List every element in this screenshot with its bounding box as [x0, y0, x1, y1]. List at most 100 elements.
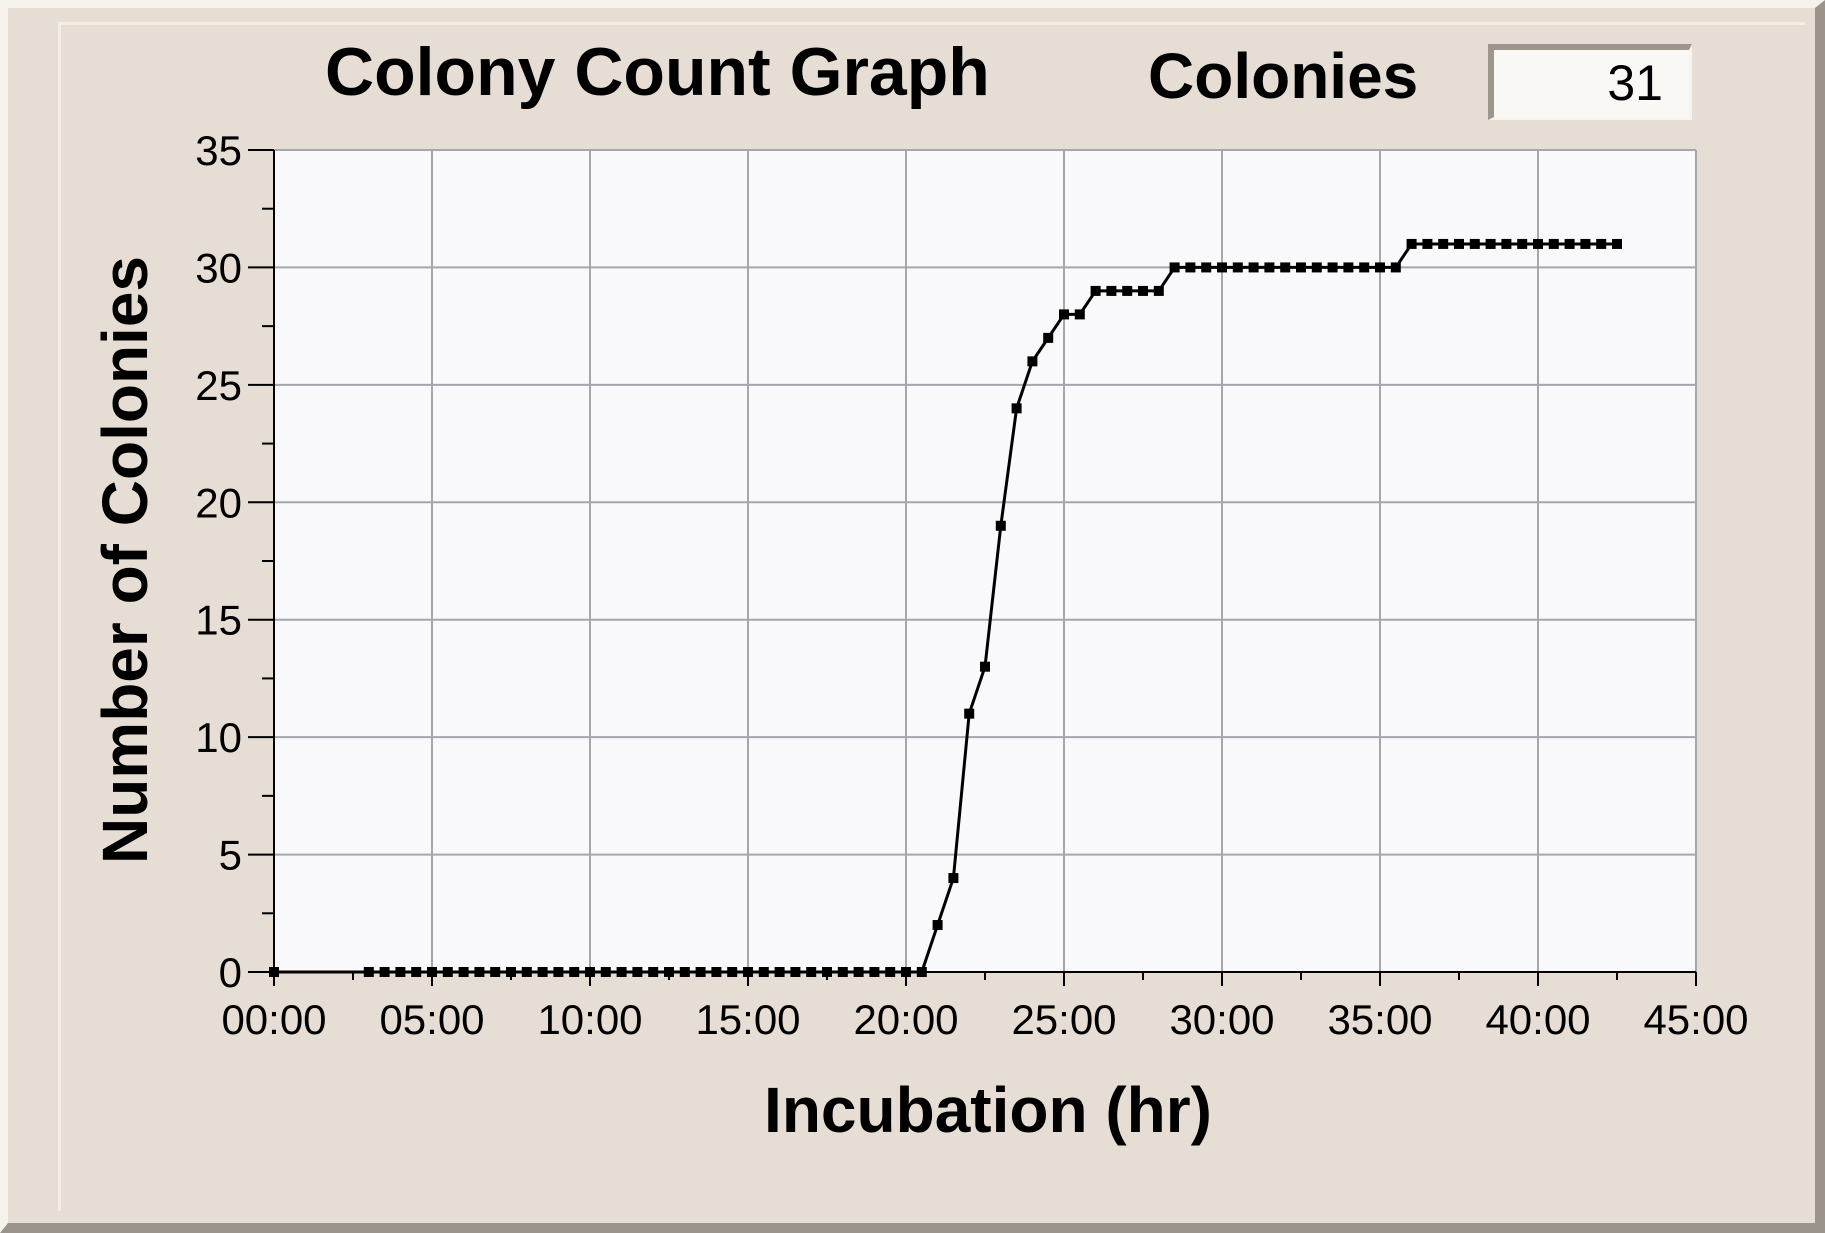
data-point	[758, 967, 769, 977]
data-point	[1359, 262, 1370, 273]
data-point	[569, 967, 580, 977]
data-point	[1390, 262, 1401, 273]
data-point	[1343, 262, 1354, 273]
data-point	[1169, 262, 1180, 273]
data-point	[1311, 262, 1322, 273]
data-point	[442, 967, 453, 977]
data-point	[1612, 238, 1622, 249]
x-tick-label: 20:00	[853, 996, 958, 1043]
series	[269, 238, 1622, 977]
data-point	[1264, 262, 1275, 273]
data-point	[411, 967, 422, 977]
x-tick-label: 35:00	[1327, 996, 1432, 1043]
plot-area	[274, 150, 1696, 972]
data-point	[853, 967, 864, 977]
data-point	[1217, 262, 1227, 273]
data-point	[1280, 262, 1291, 273]
data-point	[995, 520, 1006, 531]
axes	[248, 149, 1697, 986]
data-point	[822, 967, 832, 977]
data-point	[1043, 332, 1054, 343]
tick-labels: 00:00 05:00 10:00 15:00 20:00 25:00 30:00 35:00…	[195, 127, 1748, 1043]
data-point	[506, 967, 516, 977]
data-point	[648, 967, 659, 977]
data-point	[664, 967, 674, 977]
data-point	[790, 967, 801, 977]
x-tick-label: 25:00	[1011, 996, 1116, 1043]
y-tick-label: 20	[195, 479, 242, 526]
data-point	[1485, 238, 1496, 249]
data-point	[1501, 238, 1512, 249]
data-point	[1027, 356, 1038, 367]
y-tick-label: 30	[195, 244, 242, 291]
panel-bevel	[58, 22, 1805, 1211]
data-point	[537, 967, 548, 977]
x-axis-label: Incubation (hr)	[764, 1074, 1212, 1146]
data-point	[1517, 238, 1528, 249]
data-point	[521, 967, 532, 977]
data-point	[474, 967, 485, 977]
y-tick-label: 5	[219, 832, 242, 879]
y-tick-label: 25	[195, 362, 242, 409]
data-point	[711, 967, 722, 977]
data-point	[395, 967, 406, 977]
data-point	[743, 967, 753, 977]
data-point	[1138, 285, 1148, 296]
data-point	[1185, 262, 1196, 273]
data-point	[1074, 309, 1085, 320]
data-point	[1533, 238, 1543, 249]
x-tick-label: 40:00	[1485, 996, 1590, 1043]
y-tick-label: 10	[195, 714, 242, 761]
data-point	[869, 967, 880, 977]
data-point	[1580, 238, 1591, 249]
data-point	[1090, 285, 1101, 296]
data-point	[727, 967, 738, 977]
data-point	[379, 967, 390, 977]
data-point	[1375, 262, 1385, 273]
colonies-indicator-label: Colonies	[1148, 40, 1419, 112]
data-point	[553, 967, 564, 977]
data-point	[806, 967, 817, 977]
y-axis-label: Number of Colonies	[89, 256, 161, 864]
data-point	[1469, 238, 1480, 249]
data-point	[1406, 238, 1417, 249]
x-tick-label: 10:00	[537, 996, 642, 1043]
data-point	[1438, 238, 1449, 249]
data-point	[1327, 262, 1338, 273]
data-point	[1564, 238, 1575, 249]
data-point	[363, 967, 374, 977]
data-point	[269, 967, 279, 977]
data-point	[1596, 238, 1607, 249]
colonies-indicator-value: 31	[1488, 44, 1692, 120]
data-point	[695, 967, 706, 977]
data-point	[916, 967, 927, 977]
data-point	[600, 967, 611, 977]
x-tick-label: 45:00	[1643, 996, 1748, 1043]
data-point	[901, 967, 911, 977]
y-tick-label: 0	[219, 949, 242, 996]
data-point	[1059, 309, 1069, 320]
x-tick-label: 30:00	[1169, 996, 1274, 1043]
data-point	[632, 967, 643, 977]
data-point	[427, 967, 437, 977]
x-tick-label: 00:00	[221, 996, 326, 1043]
data-point	[1153, 285, 1164, 296]
data-point	[1248, 262, 1259, 273]
data-point	[1106, 285, 1117, 296]
data-point	[585, 967, 595, 977]
data-point	[616, 967, 627, 977]
data-point	[1232, 262, 1243, 273]
data-point	[679, 967, 690, 977]
data-point	[948, 873, 959, 884]
data-point	[932, 920, 943, 931]
data-point	[1296, 262, 1306, 273]
data-point	[458, 967, 469, 977]
data-point	[1201, 262, 1212, 273]
data-point	[980, 661, 990, 672]
x-tick-label: 15:00	[695, 996, 800, 1043]
data-point	[490, 967, 501, 977]
x-tick-label: 05:00	[379, 996, 484, 1043]
data-point	[1454, 238, 1464, 249]
data-point	[837, 967, 848, 977]
